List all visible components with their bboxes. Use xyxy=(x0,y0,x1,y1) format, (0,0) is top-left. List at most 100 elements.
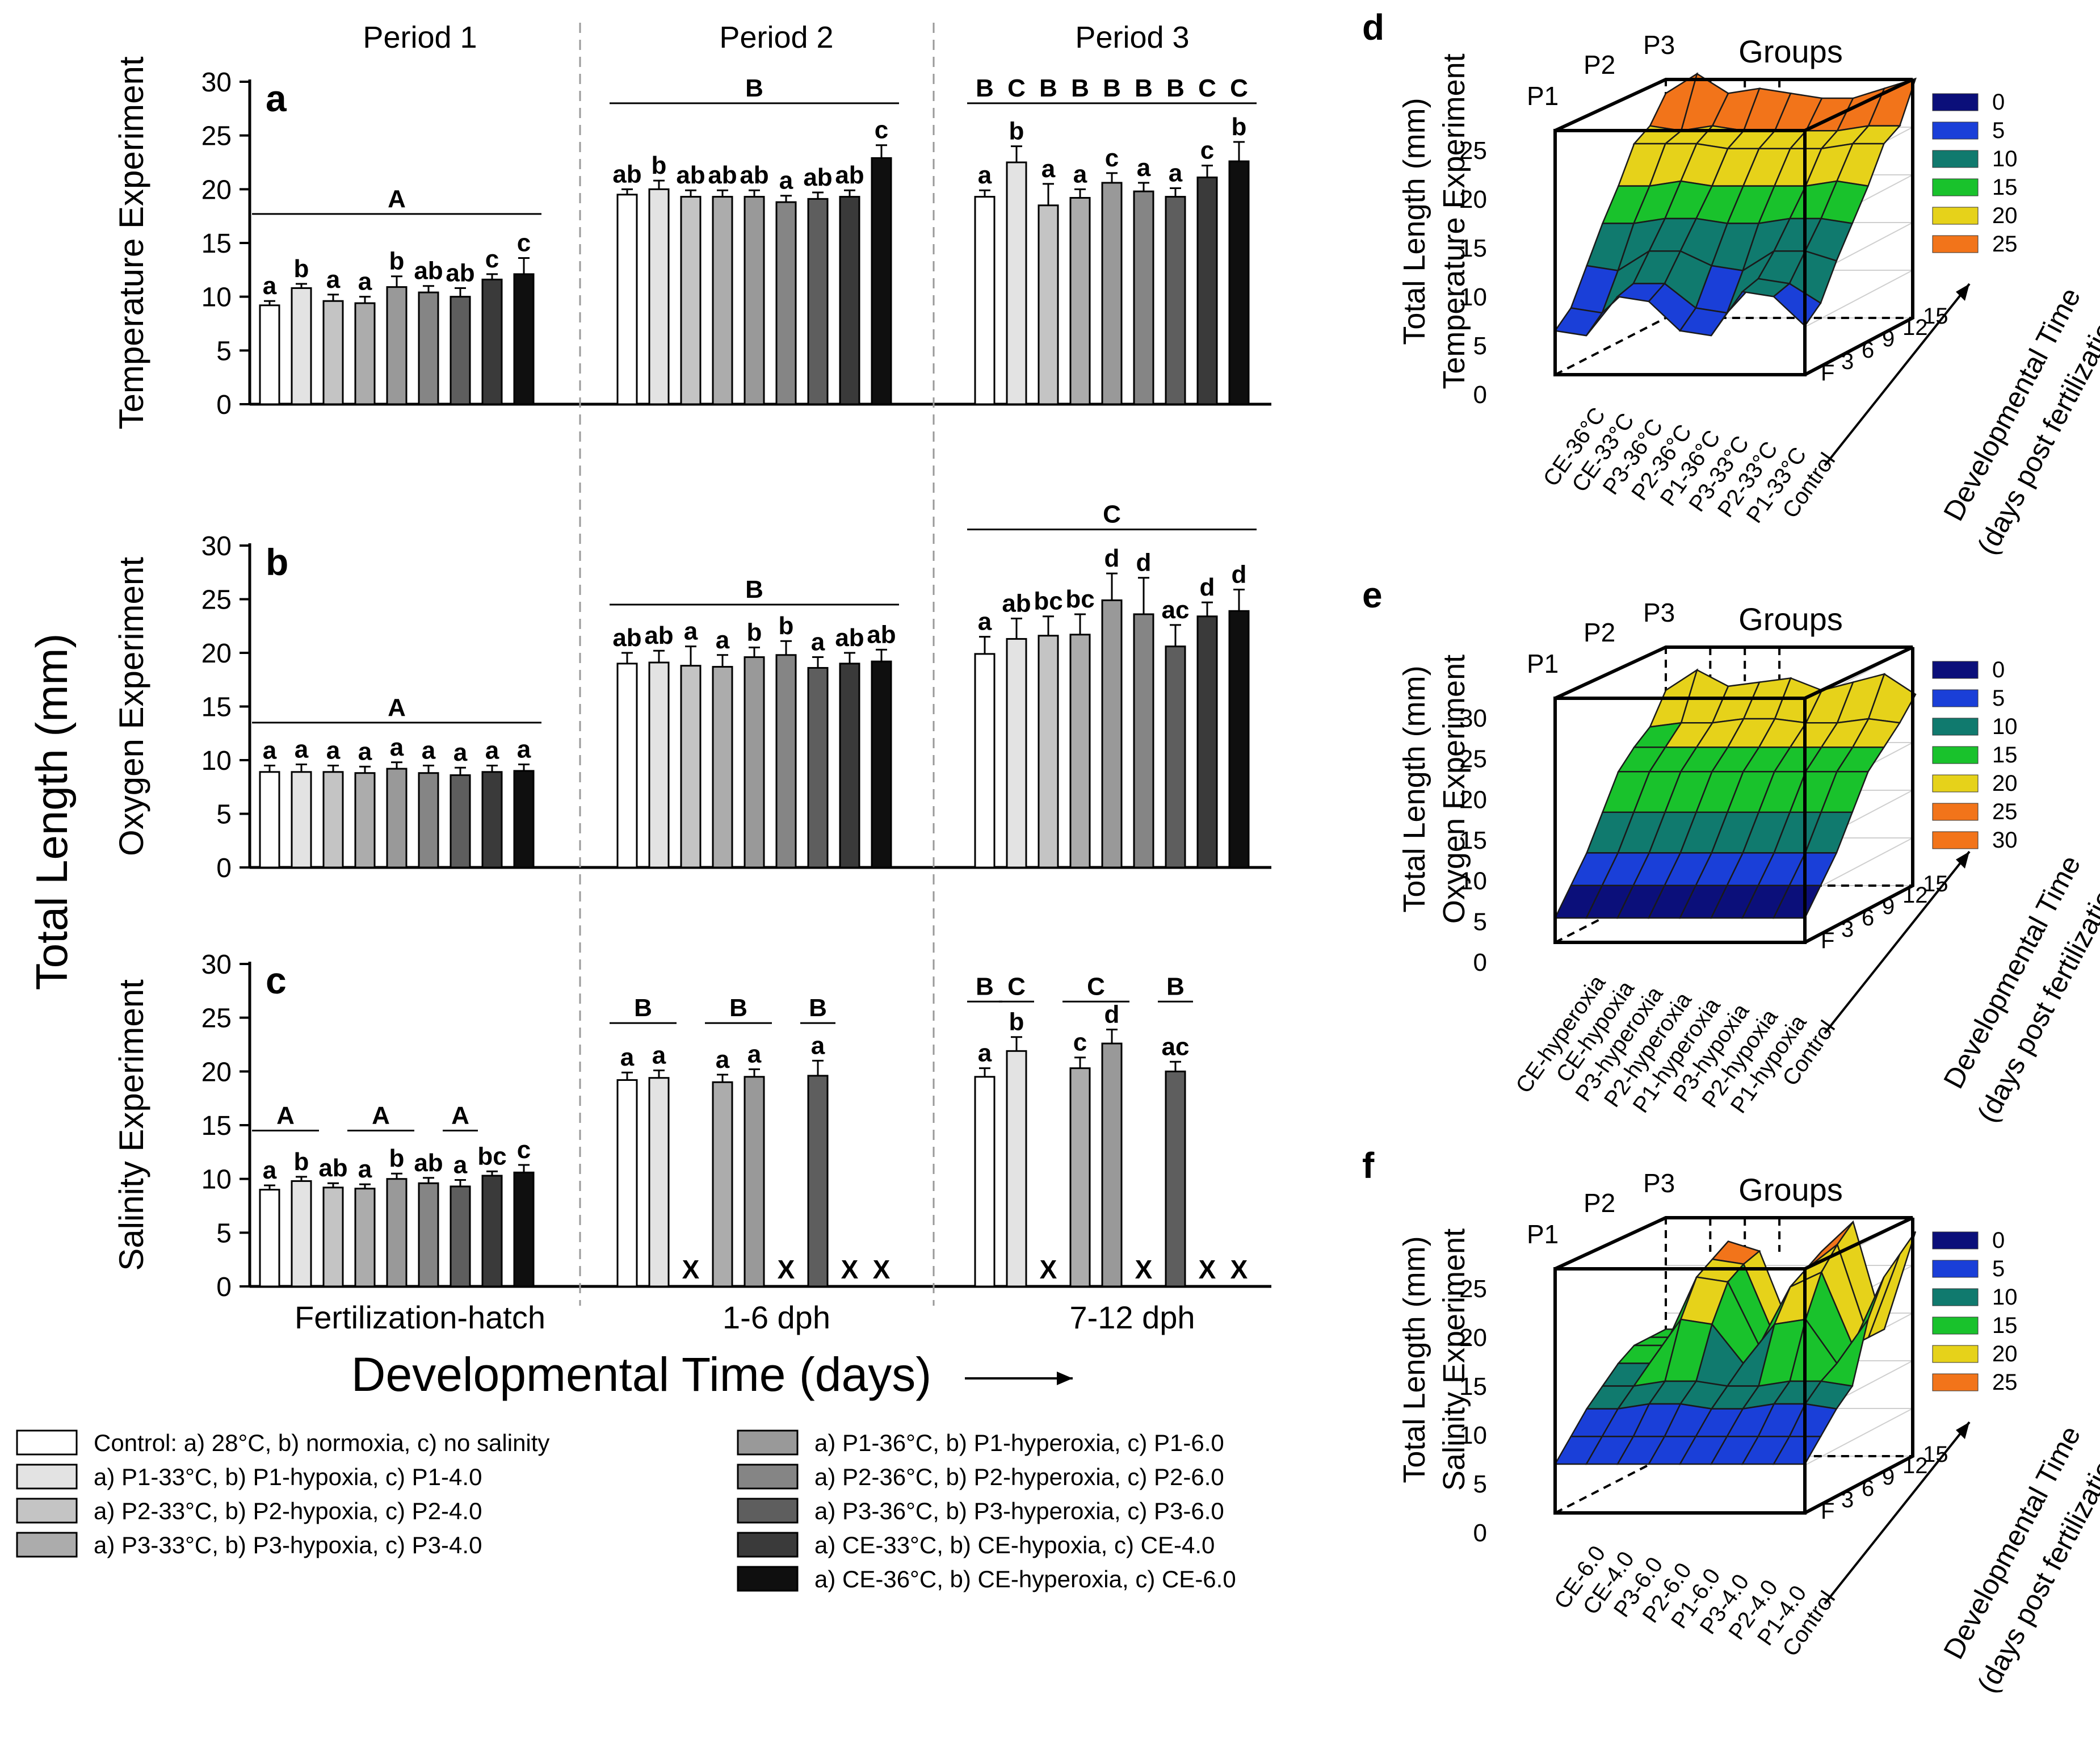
z-tick-label: 20 xyxy=(1459,186,1487,213)
bar xyxy=(291,771,312,869)
significance-label: d xyxy=(1200,573,1215,601)
legend-swatch xyxy=(737,1566,799,1592)
significance-label: b xyxy=(1009,118,1024,145)
significance-label: a xyxy=(652,1041,666,1069)
period-marker: P2 xyxy=(1584,1188,1615,1218)
time-tick-label: 9 xyxy=(1882,326,1895,351)
legend-swatch xyxy=(737,1532,799,1558)
colorscale-label: 25 xyxy=(1992,1370,2018,1395)
significance-label: a xyxy=(620,1043,635,1071)
bar xyxy=(616,663,638,869)
period-title: Period 3 xyxy=(1075,20,1189,54)
bar xyxy=(354,1188,376,1288)
z-tick-label: 25 xyxy=(1459,1275,1487,1303)
colorscale-swatch xyxy=(1932,661,1979,679)
significance-label: ac xyxy=(1162,596,1190,624)
period-marker: P3 xyxy=(1643,1168,1675,1198)
y-tick-label: 0 xyxy=(216,390,232,420)
time-tick-label: 6 xyxy=(1862,338,1874,363)
group-label: C xyxy=(1230,74,1248,102)
z-tick-label: 10 xyxy=(1459,1422,1487,1449)
colorscale-swatch xyxy=(1932,831,1979,849)
bar xyxy=(481,1175,503,1288)
significance-label: a xyxy=(1137,154,1151,182)
significance-label: a xyxy=(422,736,436,764)
significance-label: ab xyxy=(708,161,737,189)
time-tick-label: 9 xyxy=(1882,894,1895,919)
time-arrow-shaft xyxy=(1824,283,1971,467)
surface-title: Groups xyxy=(1738,601,1843,637)
y-tick-label: 20 xyxy=(201,175,232,205)
box-top xyxy=(1554,645,1914,700)
colorscale-swatch xyxy=(1932,1345,1979,1363)
time-tick-label: 3 xyxy=(1841,349,1854,374)
period-title: Period 2 xyxy=(719,20,833,54)
y-tick-label: 15 xyxy=(201,229,232,259)
bar xyxy=(386,286,408,405)
z-axis-label: Total Length (mm) xyxy=(1397,665,1431,912)
box-front xyxy=(1553,129,1807,376)
bar xyxy=(450,1185,471,1288)
colorscale-swatch xyxy=(1932,121,1979,140)
significance-label: a xyxy=(684,618,698,645)
bar xyxy=(322,300,344,405)
group-label: B xyxy=(976,972,994,1000)
surface-cell xyxy=(1773,282,1822,327)
y-tick-label: 10 xyxy=(201,1165,232,1195)
significance-label: ab xyxy=(1002,590,1031,618)
x-category-label: 7-12 dph xyxy=(1069,1299,1195,1335)
bar xyxy=(744,1076,765,1288)
main-y-label: Total Length (mm) xyxy=(27,634,77,991)
bar xyxy=(513,1171,535,1288)
wall-grid xyxy=(1804,1408,1913,1466)
group-label: C xyxy=(1007,74,1026,102)
colorscale-label: 20 xyxy=(1992,203,2018,228)
colorscale-swatch xyxy=(1932,689,1979,707)
bar xyxy=(744,656,765,869)
legend-swatch xyxy=(737,1429,799,1456)
significance-label: a xyxy=(485,736,499,764)
significance-label: a xyxy=(358,1155,372,1183)
bar xyxy=(418,1182,439,1288)
period-marker: P3 xyxy=(1643,598,1675,627)
legend-label: a) P3-33°C, b) P3-hypoxia, c) P3-4.0 xyxy=(94,1532,482,1558)
significance-label: b xyxy=(294,255,309,283)
period-marker: P2 xyxy=(1584,618,1615,647)
significance-label: a xyxy=(811,1032,825,1059)
x-category-label: Fertilization-hatch xyxy=(295,1299,545,1335)
time-tick-label: 3 xyxy=(1841,917,1854,942)
bar xyxy=(1006,638,1027,869)
bar xyxy=(807,198,829,405)
y-tick-label: 30 xyxy=(201,531,232,561)
bar xyxy=(648,188,670,405)
colorscale-label: 25 xyxy=(1992,799,2018,824)
significance-label: ab xyxy=(612,160,641,188)
group-label: C xyxy=(1087,972,1105,1000)
colorscale-swatch xyxy=(1932,1231,1979,1250)
colorscale-label: 15 xyxy=(1992,743,2018,768)
bar xyxy=(616,1079,638,1288)
group-label: B xyxy=(1166,972,1185,1000)
box-right xyxy=(1804,79,1914,376)
significance-label: a xyxy=(326,736,341,764)
bar xyxy=(1006,1050,1027,1288)
missing-marker: X xyxy=(682,1255,700,1284)
significance-label: c xyxy=(517,1136,531,1164)
significance-label: bc xyxy=(1065,585,1094,613)
significance-label: c xyxy=(1105,144,1119,172)
bar xyxy=(1038,204,1059,405)
group-label: B xyxy=(1135,74,1153,102)
significance-label: a xyxy=(517,736,531,764)
period-title: Period 1 xyxy=(363,20,477,54)
colorscale-label: 5 xyxy=(1992,686,2005,711)
panel-letter: c xyxy=(266,959,287,1001)
bar xyxy=(1069,634,1091,869)
significance-label: a xyxy=(295,736,309,764)
panel-letter: a xyxy=(266,77,287,119)
y-tick-label: 5 xyxy=(216,1218,232,1248)
period-marker: P1 xyxy=(1527,81,1559,111)
z-tick-label: 0 xyxy=(1473,381,1487,409)
